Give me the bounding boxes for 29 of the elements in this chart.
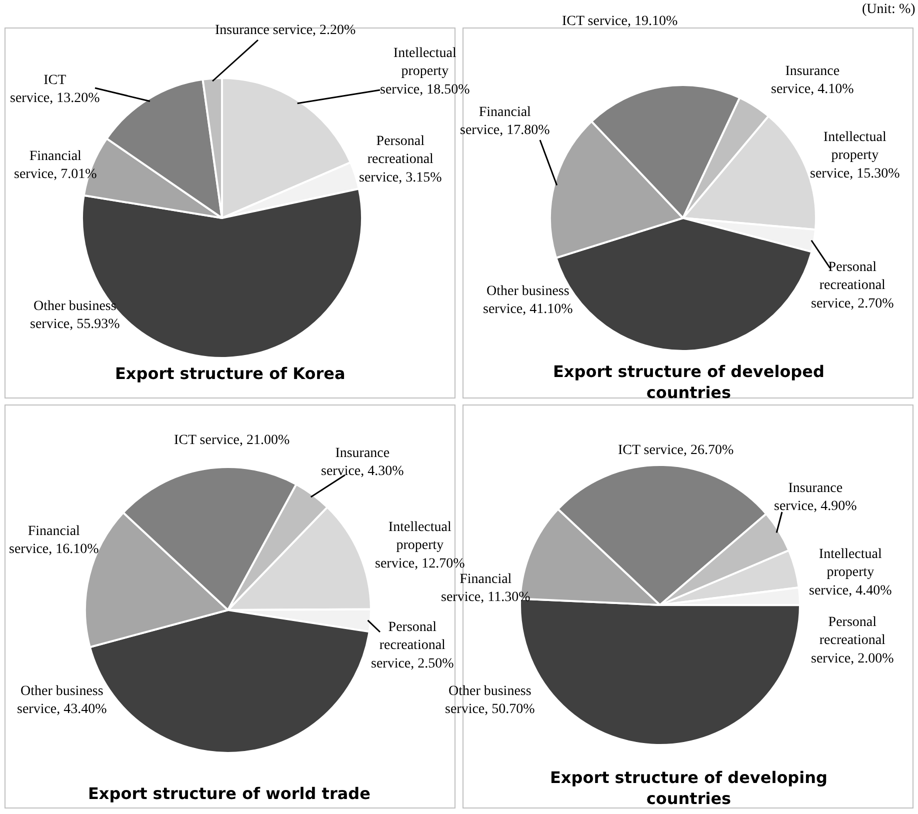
slice-label: Personal recreational service, 2.00% [811,615,894,666]
slice-label: Insurance service, 4.90% [774,481,858,514]
slice-label: Other business service, 55.93% [30,299,120,332]
text: Export structure of world trade [88,784,371,803]
slice-label: Personal recreational service, 2.50% [371,620,454,672]
slice-label: Intellectual property service, 12.70% [375,520,466,572]
slice-label: Financial service, 11.30% [441,572,531,606]
slice-label: Insurance service, 4.30% [321,446,404,480]
slice-label: ICT service, 26.70% [618,443,734,458]
slice-label: Insurance service, 2.20% [215,23,356,38]
slice-label: Intellectual property service, 4.40% [809,547,892,598]
slice-label: Intellectual property service, 18.50% [380,46,470,98]
slice-label: Financial service, 17.80% [460,105,550,138]
slice-label: Personal recreational service, 3.15% [359,134,442,186]
slice-label: Other business service, 41.10% [483,284,574,318]
slice-label: Intellectual property service, 15.30% [810,130,900,182]
slice-label: Financial service, 7.01% [14,149,98,182]
slice-label: ICT service, 13.20% [10,73,100,106]
slice-label: Other business service, 50.70% [445,684,536,718]
text: Export structure of developing countries [550,768,828,808]
slice-label: Personal recreational service, 2.70% [811,260,894,312]
text: Export structure of developed countries [553,362,824,402]
slice-label: ICT service, 21.00% [174,433,290,448]
slice-label: Other business service, 43.40% [17,684,108,718]
text: Export structure of Korea [115,364,346,383]
text: (Unit: %) [862,2,916,17]
slice-label: Insurance service, 4.10% [771,64,854,98]
slice-label: ICT service, 19.10% [562,14,678,29]
slice-label: Financial service, 16.10% [9,524,100,558]
